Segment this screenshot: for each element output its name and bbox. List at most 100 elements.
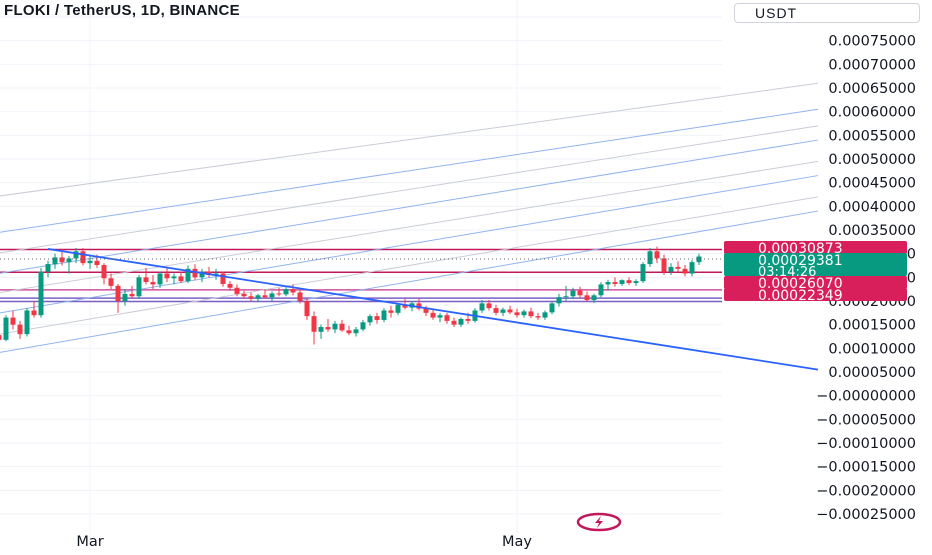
price-tick-label: 0.00050000 bbox=[828, 152, 916, 168]
candle-body bbox=[500, 309, 506, 313]
candle-body bbox=[598, 284, 604, 296]
candle-body bbox=[430, 312, 436, 318]
candle-body bbox=[514, 312, 520, 316]
candle-body bbox=[570, 290, 576, 297]
candle-body bbox=[626, 280, 632, 284]
candle-body bbox=[38, 271, 44, 316]
channel-line bbox=[0, 139, 819, 274]
candle-body bbox=[647, 251, 653, 265]
candle-body bbox=[535, 316, 541, 318]
candle-body bbox=[192, 268, 198, 278]
time-tick-label: Mar bbox=[76, 534, 103, 550]
candle-body bbox=[423, 308, 429, 313]
price-label-value: 0.00029381 bbox=[758, 253, 843, 269]
price-label-box bbox=[724, 276, 907, 289]
candle-body bbox=[381, 310, 387, 320]
trendline-group bbox=[47, 248, 819, 371]
candle-body bbox=[185, 268, 191, 282]
price-label-value: 0.00022349 bbox=[758, 288, 843, 304]
candle-body bbox=[150, 282, 156, 285]
candle-body bbox=[416, 303, 422, 309]
candle-body bbox=[661, 258, 667, 272]
candle-body bbox=[297, 292, 303, 301]
time-axis: Mar May bbox=[76, 534, 532, 550]
price-label-box bbox=[724, 288, 907, 301]
candle-body bbox=[129, 293, 135, 297]
candle-body bbox=[437, 315, 443, 318]
channel-line bbox=[0, 175, 819, 314]
candle-body bbox=[619, 280, 625, 284]
candle-body bbox=[45, 264, 51, 272]
channel-lines bbox=[0, 82, 819, 353]
currency-selector[interactable]: USDT bbox=[734, 3, 920, 23]
candle-body bbox=[605, 282, 611, 285]
candle-body bbox=[507, 309, 513, 313]
candle-body bbox=[654, 251, 660, 259]
candle-body bbox=[115, 285, 121, 301]
candle-body bbox=[73, 251, 79, 259]
candle-body bbox=[346, 330, 352, 334]
candle-body bbox=[591, 295, 597, 301]
candle-body bbox=[262, 295, 268, 298]
candle-body bbox=[675, 266, 681, 269]
candle-body bbox=[451, 320, 457, 325]
candle-body bbox=[276, 293, 282, 295]
candle-body bbox=[325, 327, 331, 330]
candle-body bbox=[493, 308, 499, 313]
price-labels: 0.000308730.0002938103:14:260.000260700.… bbox=[724, 241, 907, 304]
candle-body bbox=[367, 316, 373, 323]
candle-body bbox=[3, 317, 9, 340]
price-tick-label: 0.00010000 bbox=[828, 341, 916, 357]
price-tick-label: 0.00045000 bbox=[828, 176, 916, 192]
candle-body bbox=[332, 323, 338, 330]
price-tick-label: −0.00010000 bbox=[816, 436, 916, 452]
channel-line bbox=[0, 196, 819, 335]
candle-body bbox=[528, 311, 534, 317]
candle-body bbox=[521, 311, 527, 316]
candle-body bbox=[444, 315, 450, 321]
candle-body bbox=[255, 295, 261, 299]
candle-body bbox=[157, 273, 163, 285]
candle-body bbox=[87, 260, 93, 264]
candle-body bbox=[66, 258, 72, 263]
candle-body bbox=[171, 276, 177, 279]
candle-body bbox=[318, 327, 324, 332]
candle-body bbox=[17, 324, 23, 335]
bolt-icon[interactable] bbox=[576, 512, 622, 532]
candle-body bbox=[479, 303, 485, 311]
candle-body bbox=[360, 322, 366, 330]
candle-body bbox=[549, 303, 555, 313]
candle-body bbox=[164, 273, 170, 279]
price-tick-label: 0.00065000 bbox=[828, 81, 916, 97]
candle-body bbox=[640, 264, 646, 282]
candle-body bbox=[290, 289, 296, 293]
channel-line bbox=[0, 210, 819, 353]
candle-body bbox=[52, 257, 58, 265]
candle-body bbox=[234, 287, 240, 294]
price-tick-label: −0.00015000 bbox=[816, 460, 916, 476]
price-label-box bbox=[724, 241, 907, 254]
channel-line bbox=[0, 125, 819, 254]
candle-body bbox=[563, 296, 569, 298]
candle-body bbox=[122, 293, 128, 301]
candle-body bbox=[269, 293, 275, 298]
candle-body bbox=[542, 312, 548, 318]
price-tick-label: 0.00075000 bbox=[828, 34, 916, 50]
candle-body bbox=[682, 268, 688, 274]
price-tick-label: −0.00005000 bbox=[816, 412, 916, 428]
candle-body bbox=[689, 262, 695, 274]
price-label-box bbox=[724, 253, 907, 276]
candle-body bbox=[136, 277, 142, 297]
candle-body bbox=[339, 323, 345, 331]
candle-body bbox=[388, 310, 394, 313]
candle-body bbox=[584, 295, 590, 301]
candle-body bbox=[633, 281, 639, 284]
candle-body bbox=[577, 290, 583, 296]
candle-body bbox=[668, 266, 674, 272]
candle-body bbox=[0, 335, 2, 340]
candle-body bbox=[353, 329, 359, 334]
candle-body bbox=[696, 256, 702, 263]
price-tick-label: 0.00060000 bbox=[828, 105, 916, 121]
